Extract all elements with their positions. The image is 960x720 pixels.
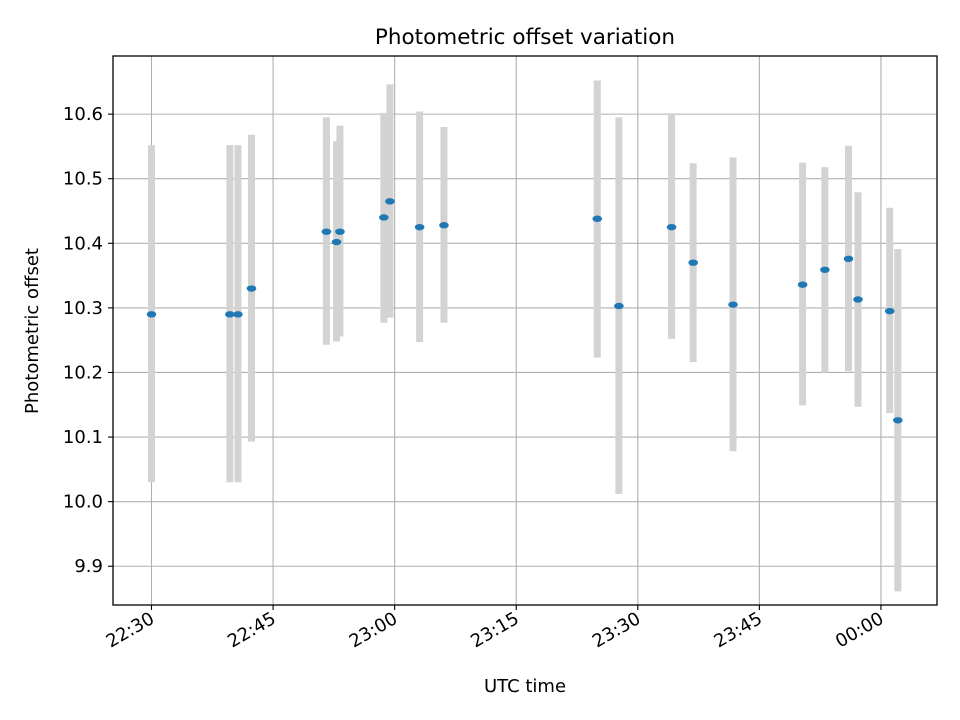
data-point [385,198,395,205]
data-points [146,198,903,424]
y-tick-label: 9.9 [74,556,103,577]
plot-frame [112,55,938,606]
data-point [797,281,808,288]
data-point [321,228,332,235]
data-point [666,223,677,231]
data-point [820,266,830,273]
y-tick-label: 10.1 [63,427,103,448]
data-point [335,228,345,235]
data-point [225,311,235,318]
y-tick-label: 10.3 [63,298,103,319]
data-point [893,417,903,424]
y-tick-label: 10.4 [63,233,103,254]
y-tick-label: 10.2 [63,362,103,383]
x-axis-label: UTC time [484,676,566,697]
data-point [414,223,425,231]
y-tick-label: 10.6 [63,104,103,125]
data-point [688,259,698,266]
data-point [379,214,389,221]
data-point [592,215,603,222]
data-point [614,302,624,310]
data-point [233,311,243,318]
data-point [843,255,854,263]
y-tick-label: 10.5 [63,169,103,190]
data-point [439,222,449,229]
data-point [728,301,738,308]
data-point [146,311,157,318]
data-point [331,238,342,246]
y-tick-label: 10.0 [63,492,103,513]
data-point [246,285,257,292]
data-point [853,296,863,303]
chart-title: Photometric offset variation [375,25,675,50]
y-axis-ticks: 9.9 10.0 10.1 10.2 10.3 10.4 10.5 10.6 [63,104,113,577]
y-axis-label: Photometric offset [22,248,43,414]
data-point [884,307,895,315]
